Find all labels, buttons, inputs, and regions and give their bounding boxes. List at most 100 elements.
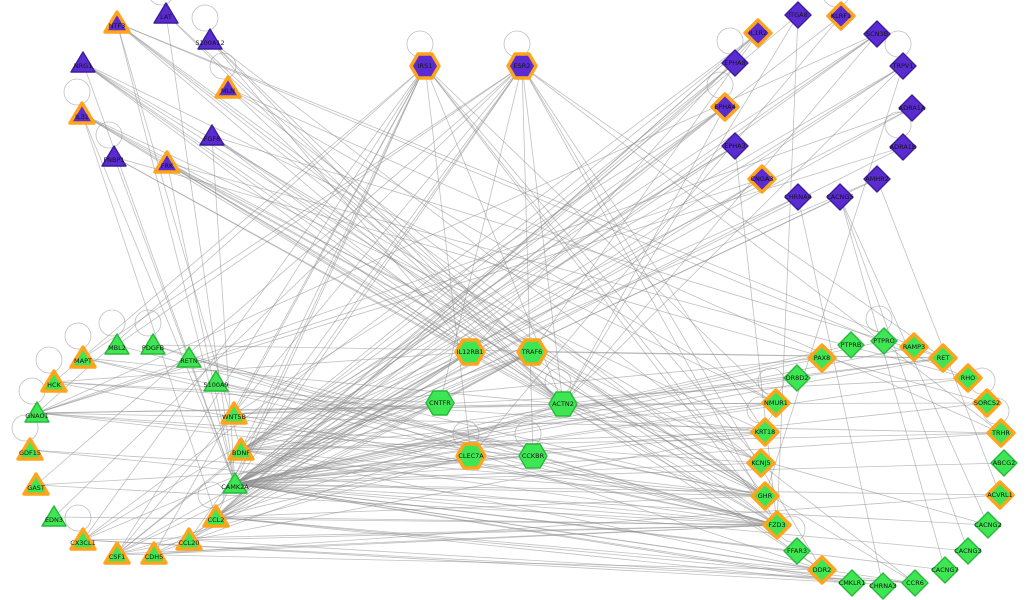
node-CACNG7[interactable]: CACNG7 [931, 556, 959, 584]
node-CNGA3[interactable]: CNGA3 [747, 164, 777, 194]
node-IL1R2[interactable]: IL1R2 [743, 18, 773, 48]
node-ADRA1A[interactable]: ADRA1A [898, 94, 926, 122]
node-shape-RAMP3[interactable] [899, 332, 929, 362]
node-shape-IRS1[interactable] [409, 52, 441, 80]
node-shape-PTPRO[interactable] [870, 327, 898, 355]
node-NTF3[interactable]: NTF3 [103, 10, 131, 34]
node-CSF1[interactable]: CSF1 [103, 541, 131, 565]
node-IRS1[interactable]: IRS1 [409, 52, 441, 80]
node-shape-FRK[interactable] [153, 150, 181, 174]
node-NRG1[interactable]: NRG1 [70, 51, 96, 73]
node-shape-GDF15[interactable] [16, 437, 44, 461]
node-shape-CACNG7[interactable] [931, 556, 959, 584]
node-shape-ACVRL1[interactable] [985, 480, 1015, 510]
node-RET[interactable]: RET [928, 343, 958, 373]
node-shape-CCL20[interactable] [175, 527, 203, 551]
node-shape-CCKBR[interactable] [518, 443, 548, 469]
node-shape-CHRNA3[interactable] [869, 572, 897, 600]
node-shape-RET[interactable] [928, 343, 958, 373]
node-SORCS2[interactable]: SORCS2 [972, 388, 1002, 418]
node-shape-NRG1[interactable] [70, 51, 96, 73]
node-shape-CNGA3[interactable] [747, 164, 777, 194]
node-shape-CCL2[interactable] [202, 504, 230, 528]
node-shape-FGF8[interactable] [199, 124, 225, 146]
node-shape-S100A12[interactable] [197, 28, 223, 50]
node-LAT[interactable]: LAT [153, 2, 179, 24]
node-CACNG3[interactable]: CACNG3 [954, 537, 982, 565]
node-shape-TRHR[interactable] [986, 418, 1016, 448]
node-shape-EDN3[interactable] [41, 505, 67, 527]
node-shape-FFAR3[interactable] [783, 537, 811, 565]
node-shape-SCN3B[interactable] [863, 20, 891, 48]
node-shape-ESR2[interactable] [506, 52, 538, 80]
node-shape-NTF3[interactable] [103, 10, 131, 34]
node-shape-CMKLR1[interactable] [838, 569, 866, 597]
node-AMHR2[interactable]: AMHR2 [863, 165, 891, 193]
node-shape-MLN[interactable] [214, 75, 242, 99]
node-shape-CX3CL1[interactable] [69, 527, 97, 551]
node-TRAF6[interactable]: TRAF6 [516, 338, 548, 366]
node-EPHA4[interactable]: EPHA4 [710, 92, 740, 122]
node-shape-NMUR1[interactable] [761, 388, 791, 418]
node-shape-AMHR2[interactable] [863, 165, 891, 193]
node-shape-DDR2[interactable] [807, 555, 837, 585]
node-CACNG5[interactable]: CACNG5 [826, 183, 854, 211]
node-FNBP1[interactable]: FNBP1 [101, 145, 127, 167]
node-SCN3B[interactable]: SCN3B [863, 20, 891, 48]
node-shape-TRAF6[interactable] [516, 338, 548, 366]
node-shape-GNAO1[interactable] [24, 401, 50, 423]
node-EPHA3[interactable]: EPHA3 [721, 132, 749, 160]
node-shape-SORCS2[interactable] [972, 388, 1002, 418]
node-IL31[interactable]: IL31 [68, 101, 96, 125]
node-RAMP3[interactable]: RAMP3 [899, 332, 929, 362]
node-shape-WNT5B[interactable] [220, 401, 248, 425]
node-shape-CACNG5[interactable] [826, 183, 854, 211]
node-PDGFB[interactable]: PDGFB [140, 333, 166, 355]
node-EPHA8[interactable]: EPHA8 [721, 49, 749, 77]
node-shape-RHO[interactable] [953, 363, 983, 393]
node-shape-CSF1[interactable] [103, 541, 131, 565]
node-KRT18[interactable]: KRT18 [750, 417, 780, 447]
node-GAST[interactable]: GAST [22, 472, 50, 496]
node-ACVRL1[interactable]: ACVRL1 [985, 480, 1015, 510]
node-PTPRB[interactable]: PTPRB [837, 331, 865, 359]
node-shape-CACNG3[interactable] [954, 537, 982, 565]
node-shape-CAMK2A[interactable] [222, 472, 248, 494]
node-KCNJ5[interactable]: KCNJ5 [746, 448, 776, 478]
node-S100A12[interactable]: S100A12 [195, 28, 225, 50]
node-shape-GHR[interactable] [750, 481, 780, 511]
node-CCR6[interactable]: CCR6 [901, 569, 929, 597]
node-ADRA1B[interactable]: ADRA1B [889, 133, 917, 161]
node-CACNG2[interactable]: CACNG2 [974, 511, 1002, 539]
node-shape-GAST[interactable] [22, 472, 50, 496]
node-shape-EPHA3[interactable] [721, 132, 749, 160]
node-shape-CACNG2[interactable] [974, 511, 1002, 539]
node-shape-PAX8[interactable] [807, 343, 837, 373]
node-GDF15[interactable]: GDF15 [16, 437, 44, 461]
node-shape-KLRF1[interactable] [826, 1, 856, 31]
node-KLRF1[interactable]: KLRF1 [826, 1, 856, 31]
node-CCKBR[interactable]: CCKBR [518, 443, 548, 469]
node-shape-KCNJ5[interactable] [746, 448, 776, 478]
node-shape-EPHA8[interactable] [721, 49, 749, 77]
node-shape-MAPT[interactable] [69, 345, 97, 369]
node-ABCG2[interactable]: ABCG2 [990, 449, 1018, 477]
node-shape-LAT[interactable] [153, 2, 179, 24]
node-shape-KRT18[interactable] [750, 417, 780, 447]
node-shape-PTPRB[interactable] [837, 331, 865, 359]
node-CHRNA4[interactable]: CHRNA4 [784, 183, 812, 211]
node-IL12RB1[interactable]: IL12RB1 [454, 338, 486, 366]
node-shape-HCK[interactable] [40, 369, 68, 393]
node-CLEC7A[interactable]: CLEC7A [455, 442, 487, 470]
node-FGF8[interactable]: FGF8 [199, 124, 225, 146]
node-shape-RETN[interactable] [176, 346, 202, 368]
node-shape-IL12RB1[interactable] [454, 338, 486, 366]
node-shape-BDNF[interactable] [227, 437, 255, 461]
node-MBL2[interactable]: MBL2 [104, 333, 130, 355]
node-shape-EPHA4[interactable] [710, 92, 740, 122]
node-shape-IL1R2[interactable] [743, 18, 773, 48]
node-shape-FNBP1[interactable] [101, 145, 127, 167]
node-shape-ITGA8[interactable] [784, 1, 812, 29]
